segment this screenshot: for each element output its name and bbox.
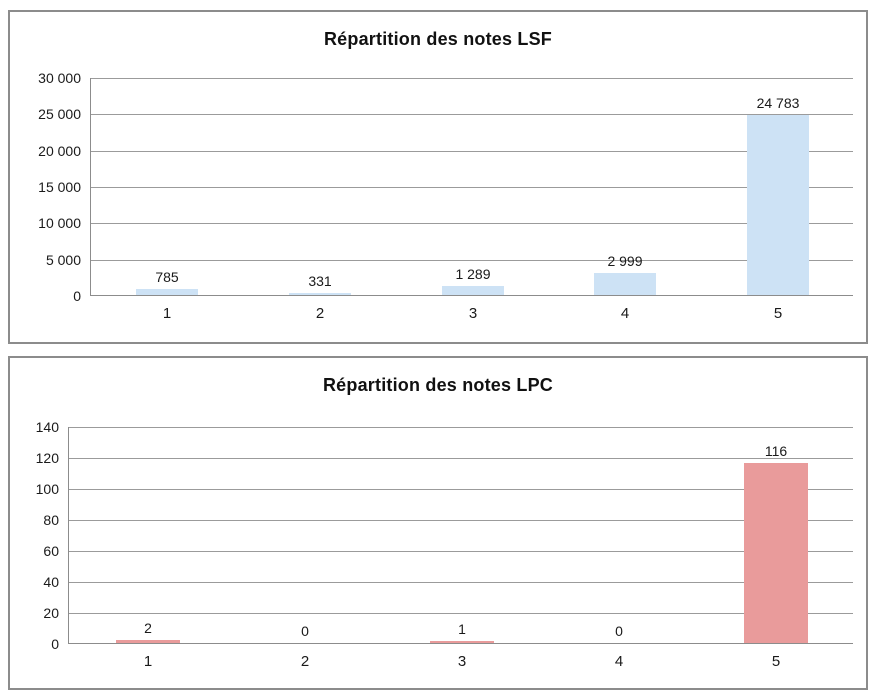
value-label-category-5: 116 xyxy=(764,443,788,459)
y-axis-tick-label: 20 000 xyxy=(38,143,81,159)
value-label-category-2: 331 xyxy=(308,273,332,289)
value-label-category-3: 1 xyxy=(458,621,466,637)
gridline xyxy=(91,151,853,152)
value-label-category-1: 785 xyxy=(155,269,179,285)
x-axis-category-label-3: 3 xyxy=(468,305,478,322)
y-axis-tick-label: 100 xyxy=(35,481,59,497)
chart-lpc-title: Répartition des notes LPC xyxy=(322,375,554,395)
value-label-category-1: 2 xyxy=(144,620,152,636)
y-axis-tick-label: 60 xyxy=(43,543,59,559)
value-label-category-5: 24 783 xyxy=(756,95,800,111)
y-axis-tick-label: 5 000 xyxy=(45,252,81,268)
y-axis-tick-label: 20 xyxy=(43,605,59,621)
gridline xyxy=(91,223,853,224)
bar-category-1 xyxy=(136,289,198,295)
chart-lsf-title: Répartition des notes LSF xyxy=(323,29,553,49)
gridline xyxy=(69,427,853,428)
bar-category-4 xyxy=(594,273,656,295)
gridline xyxy=(91,260,853,261)
x-axis-category-label-5: 5 xyxy=(773,305,783,322)
bar-category-1 xyxy=(116,639,180,643)
y-axis-tick-label: 80 xyxy=(43,512,59,528)
y-axis-tick-label: 0 xyxy=(73,288,81,304)
gridline xyxy=(91,114,853,115)
value-label-category-4: 2 999 xyxy=(607,253,643,269)
gridline xyxy=(69,613,853,614)
x-axis-category-label-2: 2 xyxy=(300,653,310,670)
gridline xyxy=(69,520,853,521)
x-axis-category-label-4: 4 xyxy=(620,305,630,322)
x-axis-category-label-1: 1 xyxy=(162,305,172,322)
x-axis-category-label-1: 1 xyxy=(143,653,153,670)
x-axis-category-label-5: 5 xyxy=(771,653,781,670)
bar-category-2 xyxy=(289,292,351,295)
bar-category-3 xyxy=(430,641,494,643)
gridline xyxy=(69,458,853,459)
x-axis-category-label-4: 4 xyxy=(614,653,624,670)
y-axis-tick-label: 40 xyxy=(43,574,59,590)
bar-category-3 xyxy=(442,285,504,295)
value-label-category-3: 1 289 xyxy=(455,266,491,282)
value-label-category-4: 0 xyxy=(615,623,623,639)
chart-lsf-plot-area: 0 5 000 10 000 15 000 20 000 25 000 30 000 785 1… xyxy=(38,70,853,322)
y-axis-tick-label: 15 000 xyxy=(38,179,81,195)
gridline xyxy=(91,78,853,79)
y-axis-tick-label: 10 000 xyxy=(38,215,81,231)
gridline xyxy=(69,551,853,552)
chart-lpc: Répartition des notes LPC 0 20 40 60 80 100 12… xyxy=(8,356,868,690)
y-axis-tick-label: 0 xyxy=(51,636,59,652)
bar-category-5 xyxy=(744,463,808,643)
gridline xyxy=(91,187,853,188)
gridline xyxy=(69,489,853,490)
y-axis-tick-label: 25 000 xyxy=(38,106,81,122)
chart-lpc-plot-area: 0 20 40 60 80 100 120 140 2 1 0 2 1 3 0 4 116 5 xyxy=(36,419,853,670)
value-label-category-2: 0 xyxy=(301,623,309,639)
y-axis-tick-label: 120 xyxy=(35,450,59,466)
x-axis-category-label-3: 3 xyxy=(457,653,467,670)
gridline xyxy=(69,582,853,583)
y-axis-tick-label: 30 000 xyxy=(38,70,81,86)
bar-category-5 xyxy=(747,114,809,295)
x-axis-category-label-2: 2 xyxy=(315,305,325,322)
y-axis-tick-label: 140 xyxy=(35,419,59,435)
